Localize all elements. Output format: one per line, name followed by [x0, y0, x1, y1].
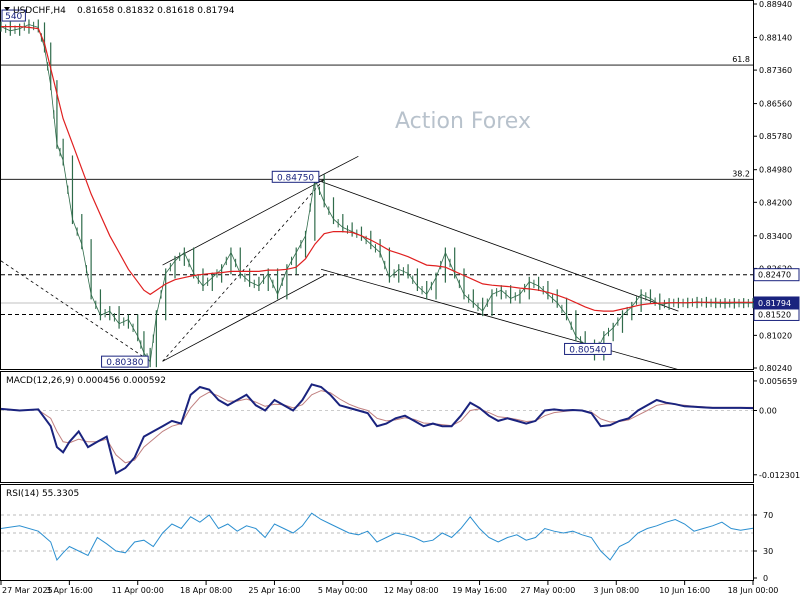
price-path: [0, 24, 753, 364]
watermark: Action Forex: [395, 109, 531, 134]
price-tick-label-7: 0.83400: [759, 232, 792, 241]
x-tick-label-11: 18 Jun 00:00: [728, 586, 779, 595]
macd-tick-label-0: 0.005659: [759, 377, 797, 386]
macd-line: [0, 383, 754, 475]
price-tick-label-3: 0.86560: [759, 100, 792, 109]
annotation-label-1: 0.80380: [106, 358, 143, 368]
x-tick-label-8: 27 May 00:00: [520, 586, 575, 595]
x-tick-label-0: 27 Mar 2025: [2, 586, 53, 595]
price-tick-label-1: 0.88140: [759, 33, 792, 42]
x-tick-label-3: 18 Apr 08:00: [180, 586, 232, 595]
macd-layer: [0, 383, 754, 475]
trendline-1: [162, 178, 325, 266]
annotation-label-3: 540: [5, 12, 22, 22]
annotation-box-1: [101, 355, 149, 368]
macd-tick-label-2: -0.012301: [759, 471, 800, 480]
x-tick-label-9: 3 Jun 08:00: [593, 586, 639, 595]
level-badge-2: [753, 296, 800, 310]
fib-label-0: 61.8: [732, 55, 750, 64]
rsi-panel: [0, 484, 754, 581]
price-layer: 61.8 38.2 0.84750 0.80380 0.80540 540: [0, 9, 754, 371]
price-tick-label-5: 0.84980: [759, 166, 792, 175]
annotation-box-0: [271, 170, 320, 183]
annotation-box-2: [564, 342, 612, 355]
x-tick-label-1: 3 Apr 16:00: [46, 586, 93, 595]
sma-line: [1, 26, 753, 312]
level-badge-label-2: 0.81794: [758, 299, 791, 308]
trendline-0: [162, 275, 325, 362]
annotation-label-2: 0.80540: [569, 345, 606, 355]
trendline-2: [317, 155, 359, 178]
x-tick-label-7: 19 May 16:00: [452, 586, 507, 595]
macd-title: MACD(12,26,9) 0.000456 0.000592: [6, 376, 166, 386]
annotation-label-0: 0.84750: [277, 173, 314, 183]
ohlc-values: 0.81658 0.81832 0.81618 0.81794: [77, 6, 235, 16]
price-tick-label-11: 0.80240: [759, 364, 792, 373]
level-badge-label-0: 0.82470: [758, 271, 791, 280]
rsi-title: RSI(14) 55.3305: [6, 489, 79, 499]
rsi-tick-label-2: 0: [763, 574, 768, 583]
trendline-6: [320, 268, 679, 371]
trendline-5: [314, 178, 679, 312]
level-badge-0: [753, 268, 800, 282]
rsi-layer: [0, 512, 754, 561]
price-tick-label-2: 0.87360: [759, 66, 792, 75]
rsi-line: [0, 512, 754, 561]
annotation-box-3: [1, 9, 26, 22]
x-tick-label-4: 25 Apr 16:00: [248, 586, 300, 595]
macd-signal-line: [0, 390, 753, 464]
fib-label-1: 38.2: [732, 169, 750, 178]
macd-tick-label-1: 0.00: [759, 406, 777, 415]
level-badge-label-1: 0.81520: [758, 310, 791, 319]
symbol-label: USDCHF,H4: [13, 6, 66, 16]
trendline-3: [162, 179, 325, 362]
price-tick-label-0: 0.88940: [759, 0, 792, 9]
price-tick-label-6: 0.84200: [759, 198, 792, 207]
rsi-tick-label-1: 30: [763, 547, 773, 556]
rsi-tick-label-0: 70: [763, 511, 773, 520]
price-tick-label-10: 0.81020: [759, 331, 792, 340]
price-tick-label-4: 0.85780: [759, 132, 792, 141]
x-tick-label-2: 11 Apr 00:00: [112, 586, 164, 595]
x-tick-label-6: 12 May 08:00: [384, 586, 439, 595]
triangle-down-icon[interactable]: [4, 7, 10, 11]
chart-header[interactable]: USDCHF,H4 0.81658 0.81832 0.81618 0.8179…: [4, 6, 235, 16]
x-tick-label-5: 5 May 00:00: [318, 586, 368, 595]
x-tick-label-10: 10 Jun 16:00: [659, 586, 710, 595]
